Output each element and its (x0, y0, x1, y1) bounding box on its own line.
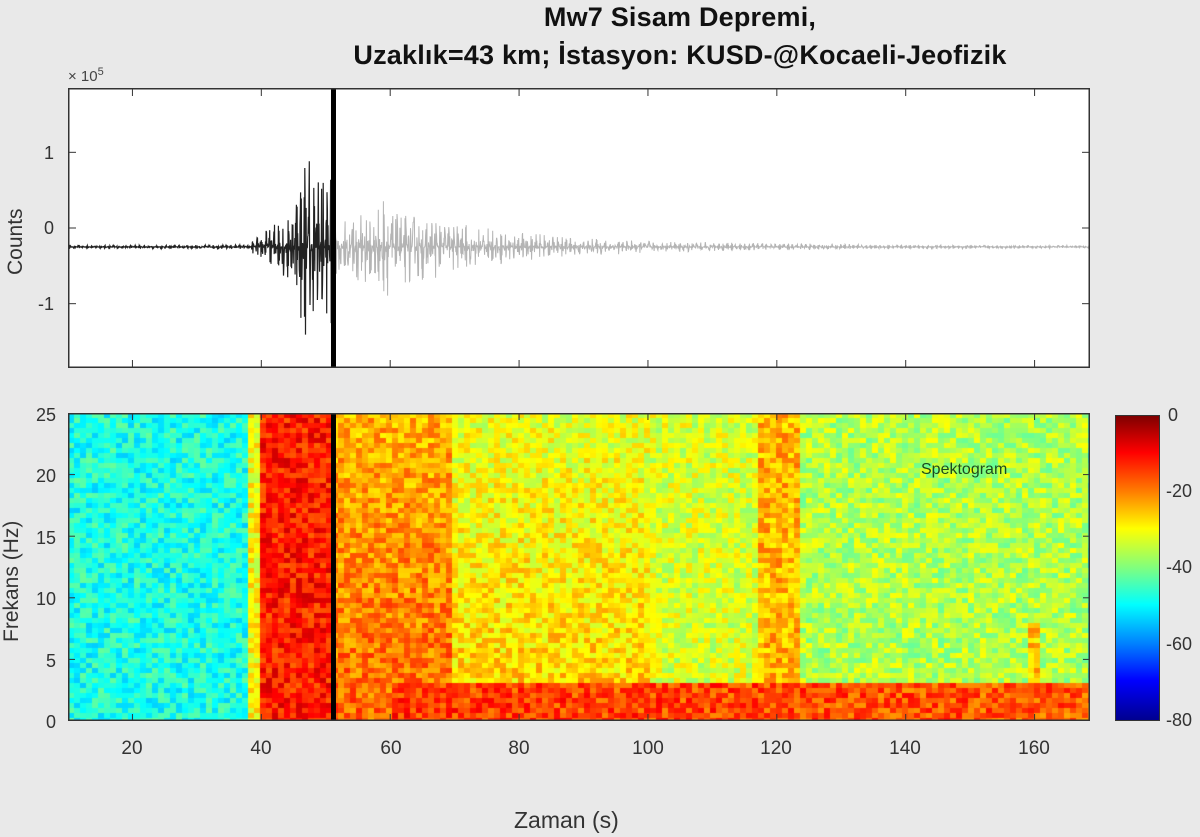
colorbar-tick-neg20: -20 (1166, 481, 1193, 501)
waveform-svg (68, 88, 1090, 368)
spectrogram-plot (68, 413, 1090, 721)
exponent-power: 5 (97, 66, 104, 78)
xtick-160: 160 (1018, 738, 1050, 759)
xtick-20: 20 (121, 738, 143, 759)
ytick-10: 10 (36, 589, 57, 609)
y-exponent-label: × 105 (68, 66, 104, 85)
time-marker-line (330, 413, 336, 721)
xtick-60: 60 (380, 738, 402, 759)
spectrogram-y-axis-label: Frekans (Hz) (0, 520, 23, 642)
ytick-0-hz: 0 (46, 712, 57, 732)
waveform-y-axis-label: Counts (4, 208, 27, 275)
waveform-plot (68, 88, 1090, 368)
ytick-20: 20 (36, 466, 57, 486)
time-marker-line (330, 88, 336, 368)
xtick-100: 100 (632, 738, 664, 759)
ytick-25: 25 (36, 405, 57, 425)
spectrogram-canvas (68, 413, 1090, 721)
xtick-120: 120 (760, 738, 792, 759)
spectrogram-axes (68, 413, 1090, 721)
colorbar-tick-neg60: -60 (1166, 634, 1193, 654)
ytick-1: 1 (44, 143, 55, 163)
ytick-5: 5 (46, 651, 57, 671)
colorbar-tick-0: 0 (1168, 405, 1179, 425)
colorbar (1115, 415, 1160, 721)
spectrogram-annotation: Spektogram (921, 461, 1008, 478)
xtick-80: 80 (508, 738, 530, 759)
chart-title-line2: Uzaklık=43 km; İstasyon: KUSD-@Kocaeli-J… (353, 40, 1007, 70)
xtick-40: 40 (250, 738, 272, 759)
ytick-15: 15 (36, 528, 57, 548)
ytick-neg1: -1 (38, 294, 55, 314)
xtick-140: 140 (889, 738, 921, 759)
colorbar-tick-neg80: -80 (1166, 710, 1193, 730)
ytick-0: 0 (44, 218, 55, 238)
colorbar-tick-neg40: -40 (1166, 557, 1193, 577)
waveform-trace (68, 161, 335, 335)
x-axis-label: Zaman (s) (514, 807, 619, 833)
exponent-base: × 10 (68, 68, 98, 85)
waveform-trace (333, 201, 1090, 296)
chart-title-line1: Mw7 Sisam Depremi, (543, 2, 817, 32)
